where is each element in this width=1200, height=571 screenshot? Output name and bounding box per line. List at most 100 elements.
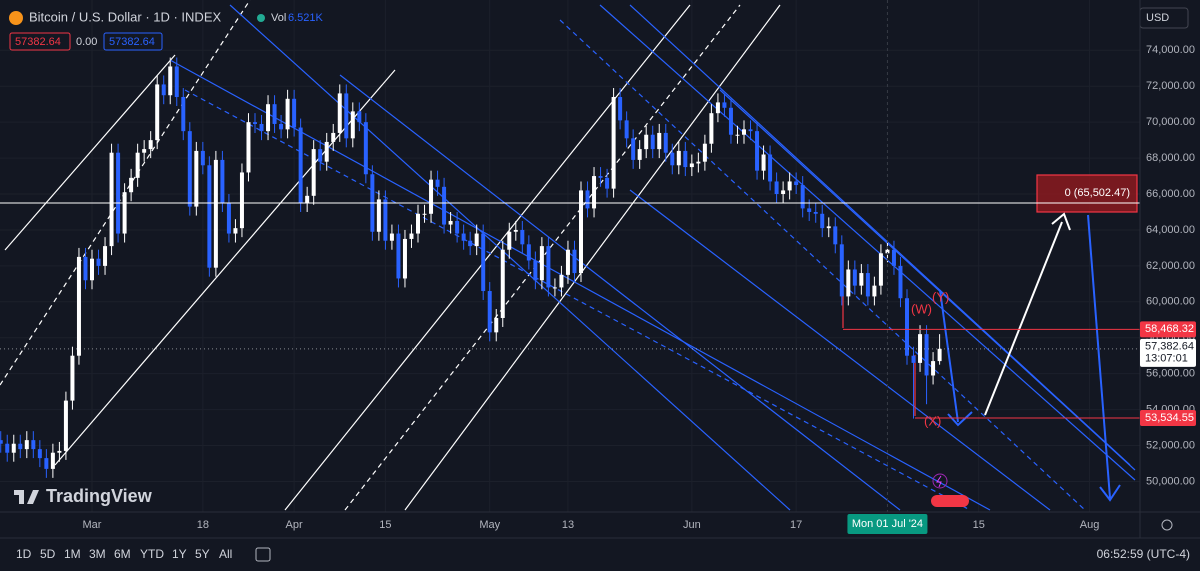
range-button[interactable]: 6M (114, 547, 131, 561)
candle-body (50, 452, 55, 469)
candle-body (239, 172, 244, 229)
range-button[interactable]: 1D (16, 547, 32, 561)
candle-body (579, 190, 583, 274)
candle-body (689, 163, 694, 168)
candle-body (826, 226, 831, 229)
candle-body (494, 317, 499, 333)
candle-body (500, 249, 505, 318)
candle-body (344, 93, 349, 139)
candle-body (305, 195, 310, 204)
candle-body (787, 181, 792, 191)
range-button[interactable]: 5D (40, 547, 56, 561)
level-label: 53,534.55 (1145, 412, 1194, 424)
candle-body (676, 150, 681, 166)
spread: 0.00 (76, 36, 97, 48)
range-button[interactable]: 5Y (195, 547, 210, 561)
candle-body (539, 246, 544, 281)
candle-body (402, 238, 407, 279)
candle-body (670, 152, 675, 166)
candle-body (129, 177, 134, 193)
event-icon (936, 475, 942, 488)
candle-body (376, 199, 381, 232)
countdown: 13:07:01 (1145, 353, 1188, 365)
currency[interactable]: USD (1146, 12, 1169, 24)
candle-body (911, 355, 916, 363)
x-tick-label: Mar (83, 519, 102, 531)
candle-body (298, 127, 303, 204)
y-tick-label: 52,000.00 (1146, 439, 1195, 451)
candle-body (213, 159, 218, 268)
trend-line (339, 74, 901, 511)
candle-body (735, 134, 740, 136)
trend-line (629, 189, 1051, 511)
event-flags[interactable] (931, 495, 969, 507)
candle-body (507, 231, 512, 250)
symbol-title[interactable]: Bitcoin / U.S. Dollar · 1D · INDEX (29, 9, 221, 24)
calendar-icon[interactable] (255, 547, 271, 562)
candle-body (103, 246, 108, 266)
trend-line (54, 69, 396, 466)
candle-body (259, 123, 264, 132)
trend-line (169, 59, 991, 511)
x-tick-label: 18 (197, 519, 209, 531)
candle-body (429, 179, 434, 214)
candle-body (859, 273, 864, 286)
candle-body (448, 220, 453, 225)
candle-body (37, 449, 42, 459)
candle-body (416, 213, 420, 234)
range-button[interactable]: 3M (89, 547, 106, 561)
candle-body (233, 228, 238, 234)
candle-body (728, 107, 733, 135)
candle-body (109, 152, 114, 247)
range-button[interactable]: YTD (140, 547, 164, 561)
candle-body (839, 244, 844, 297)
candle-body (409, 233, 414, 239)
candle-body (324, 141, 329, 162)
candle-body (650, 134, 655, 150)
candle-body (761, 154, 766, 171)
trend-line (344, 4, 741, 511)
candle-body (852, 269, 857, 286)
candle-body (487, 291, 492, 333)
candle-body (148, 140, 153, 150)
candle-body (337, 93, 342, 133)
event-icon[interactable] (932, 473, 948, 489)
candle-body (389, 233, 394, 241)
candle-body (96, 258, 101, 266)
candle-body (83, 256, 88, 281)
candle-body (187, 131, 192, 207)
candle-body (937, 348, 942, 362)
candle-body (742, 129, 746, 135)
range-button[interactable]: 1M (64, 547, 81, 561)
arrow (1087, 214, 1111, 499)
candle-body (526, 244, 531, 261)
level-label-box (1140, 409, 1196, 426)
candle-body (70, 355, 75, 401)
candle-body (155, 84, 160, 141)
crosshair-date-box (847, 514, 928, 534)
candle-body (605, 177, 610, 189)
clock: 06:52:59 (UTC-4) (1097, 547, 1190, 561)
candle-body (168, 66, 173, 96)
candle-body (481, 233, 486, 292)
ask-box (103, 32, 163, 51)
candle-body (715, 102, 720, 114)
range-button[interactable]: All (219, 547, 232, 561)
last-price: 57,382.64 (1145, 341, 1194, 353)
candle-body (924, 334, 929, 376)
candle-body (285, 98, 290, 130)
candle-body (220, 159, 225, 204)
candle-body (135, 152, 140, 178)
range-button[interactable]: 1Y (172, 547, 187, 561)
candle-body (174, 66, 179, 98)
candle-body (813, 211, 818, 214)
candle-body (878, 253, 883, 286)
bid-price: 57382.64 (15, 36, 61, 48)
candle-body (292, 98, 297, 128)
candle-body (872, 285, 877, 297)
level-label-box (1140, 321, 1196, 338)
settings-icon[interactable] (1161, 519, 1173, 531)
wave-label: (W) (911, 301, 932, 316)
